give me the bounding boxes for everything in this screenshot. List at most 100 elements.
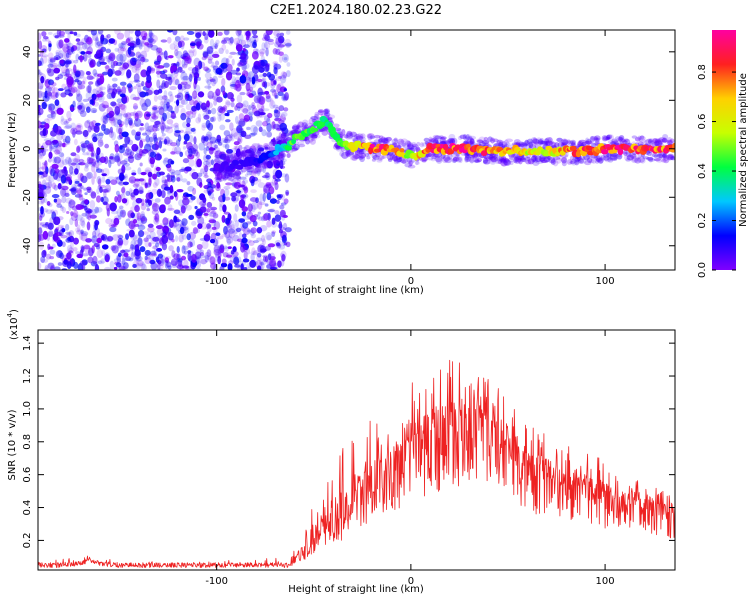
signal-halo-point	[661, 158, 667, 163]
signal-halo-point	[469, 137, 475, 144]
colorbar-tick-label: 0.2	[697, 213, 708, 229]
noise-point	[75, 38, 81, 42]
noise-point	[153, 134, 158, 142]
noise-point	[77, 100, 84, 109]
noise-point	[249, 231, 255, 235]
noise-point	[251, 148, 258, 156]
noise-point	[80, 175, 88, 184]
noise-point	[193, 80, 197, 90]
noise-point	[101, 173, 107, 177]
signal-halo-point	[441, 156, 449, 164]
noise-point	[276, 33, 281, 38]
noise-point	[110, 224, 117, 228]
noise-point	[47, 262, 55, 270]
noise-point	[137, 54, 145, 62]
noise-point	[263, 41, 271, 50]
noise-point	[213, 147, 220, 153]
signal-halo-point	[428, 136, 433, 142]
noise-point	[251, 90, 257, 96]
noise-point	[147, 128, 155, 133]
noise-point	[62, 260, 70, 267]
noise-point	[278, 75, 282, 80]
noise-point	[191, 67, 199, 76]
noise-point	[155, 70, 162, 75]
noise-point	[164, 136, 170, 145]
noise-point	[193, 57, 201, 67]
noise-point	[272, 168, 279, 176]
noise-point	[70, 106, 75, 112]
noise-point	[242, 245, 248, 252]
noise-point	[234, 190, 242, 194]
signal-halo-point	[515, 155, 523, 163]
noise-point	[216, 171, 223, 181]
signal-halo-point	[448, 137, 455, 142]
noise-point	[257, 182, 266, 188]
noise-point	[98, 103, 106, 112]
noise-point	[207, 56, 214, 61]
noise-point	[65, 135, 71, 144]
signal-halo-point	[447, 138, 456, 145]
noise-point	[121, 257, 126, 266]
signal-halo-point	[415, 146, 421, 153]
signal-halo-point	[242, 149, 247, 156]
signal-halo-point	[359, 148, 366, 155]
noise-point	[125, 38, 131, 44]
noise-point	[49, 264, 56, 270]
noise-point	[102, 104, 110, 109]
noise-point	[263, 162, 269, 170]
noise-point	[223, 30, 230, 36]
noise-point	[132, 183, 140, 188]
signal-halo-point	[347, 151, 355, 155]
noise-point	[183, 133, 190, 142]
noise-point	[48, 91, 53, 100]
y-tick-label: 0.2	[22, 532, 33, 548]
noise-point	[250, 227, 257, 234]
noise-point	[202, 51, 209, 59]
signal-halo-point	[373, 141, 379, 146]
noise-point	[97, 178, 102, 186]
noise-point	[116, 32, 125, 40]
noise-point	[60, 174, 67, 184]
signal-halo-point	[275, 138, 282, 146]
signal-halo-point	[297, 140, 305, 145]
noise-point	[224, 136, 229, 144]
noise-point	[150, 236, 156, 245]
noise-point	[45, 181, 53, 189]
signal-halo-point	[224, 172, 231, 179]
signal-halo-point	[310, 135, 315, 142]
signal-point	[369, 143, 375, 149]
signal-halo-point	[543, 137, 552, 144]
signal-halo-point	[304, 137, 310, 142]
noise-point	[125, 136, 131, 143]
signal-halo-point	[328, 114, 336, 120]
noise-point	[92, 230, 97, 239]
noise-point	[239, 58, 247, 63]
noise-point	[154, 235, 162, 245]
noise-point	[206, 207, 211, 213]
noise-point	[199, 206, 207, 213]
noise-point	[267, 196, 275, 201]
noise-point	[113, 217, 120, 226]
signal-halo-point	[353, 134, 361, 139]
signal-halo-point	[406, 140, 412, 147]
noise-point	[71, 185, 77, 194]
noise-point	[226, 150, 230, 156]
noise-point	[122, 46, 128, 53]
signal-halo-point	[227, 170, 233, 177]
signal-halo-point	[530, 137, 538, 144]
signal-halo-point	[476, 138, 482, 142]
noise-point	[230, 127, 239, 137]
noise-point	[60, 152, 65, 161]
noise-point	[182, 245, 189, 251]
noise-point	[226, 148, 233, 154]
signal-halo-point	[518, 157, 523, 165]
noise-point	[166, 73, 173, 80]
signal-halo-point	[614, 136, 623, 140]
noise-point	[242, 100, 249, 108]
noise-point	[209, 136, 217, 144]
signal-halo-point	[435, 157, 443, 164]
noise-point	[265, 231, 273, 241]
noise-point	[42, 208, 49, 213]
signal-halo-point	[344, 134, 349, 139]
